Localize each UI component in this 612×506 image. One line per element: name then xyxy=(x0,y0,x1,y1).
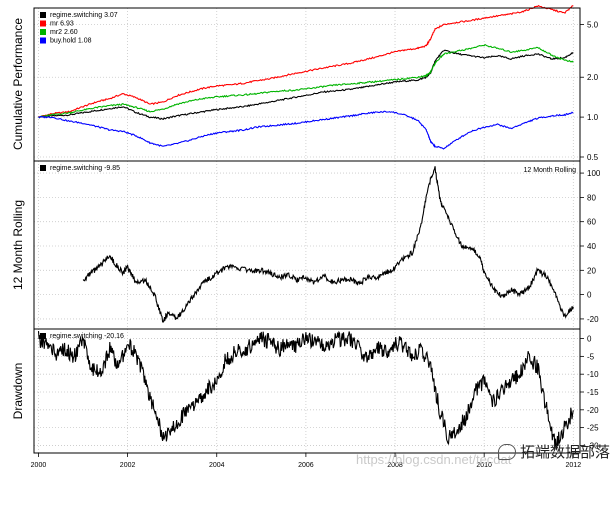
legend-swatch xyxy=(40,37,46,44)
y-tick-label: 2.0 xyxy=(587,73,599,82)
y-tick-label: -5 xyxy=(587,352,595,361)
x-tick-label: 2004 xyxy=(209,462,225,469)
series-line-0 xyxy=(37,330,574,450)
series-line-3 xyxy=(38,110,574,150)
y-tick-label: -20 xyxy=(587,315,599,324)
y-tick-label: 0 xyxy=(587,335,592,344)
legend-swatch xyxy=(40,20,46,27)
logo-text: 拓端数据部落 xyxy=(520,443,611,461)
rolling-panel: -20 0 20 40 60 80 100 12 Month Rolling regime.sw… xyxy=(11,160,601,330)
performance-panel: 0.5 1.0 2.0 5.0 Cumulative Performance regime… xyxy=(11,4,599,162)
y-tick-label: 0.5 xyxy=(587,153,599,162)
legend-entry: buy.hold 1.08 xyxy=(50,38,92,45)
x-tick-label: 2000 xyxy=(31,462,47,469)
y-tick-label: 60 xyxy=(587,218,596,227)
y-axis-label: Drawdown xyxy=(11,363,25,420)
logo: 拓端数据部落 xyxy=(498,441,610,462)
legend-swatch xyxy=(40,333,46,339)
series-line-1 xyxy=(38,4,574,118)
series-line-0 xyxy=(82,166,574,323)
panel-frame xyxy=(33,7,581,162)
x-tick-label: 2002 xyxy=(120,462,136,469)
legend-entry: regime.switching -9.85 xyxy=(50,165,120,172)
legend-entry: regime.switching -20.16 xyxy=(50,333,124,340)
legend-swatch xyxy=(40,29,46,35)
y-tick-label: -30 xyxy=(587,441,599,450)
chat-bubble-icon xyxy=(498,443,516,460)
y-tick-label: -20 xyxy=(587,406,599,415)
y-tick-label: -25 xyxy=(587,424,599,433)
y-tick-label: 20 xyxy=(587,266,596,275)
y-tick-label: 80 xyxy=(587,193,596,202)
legend-entry: regime.switching 3.07 xyxy=(50,12,118,19)
y-axis-label: Cumulative Performance xyxy=(11,18,25,150)
x-tick-label: 2008 xyxy=(387,462,403,469)
x-tick-label: 2006 xyxy=(298,462,314,469)
panel-annotation: 12 Month Rolling xyxy=(523,167,576,174)
y-tick-label: -10 xyxy=(587,370,599,379)
legend-swatch xyxy=(40,165,46,171)
x-tick-label: 2010 xyxy=(476,462,492,469)
panel-frame xyxy=(33,160,581,330)
legend-entry: mr2 2.60 xyxy=(50,29,78,36)
y-tick-label: 100 xyxy=(587,169,601,178)
x-tick-label: 2012 xyxy=(566,462,582,469)
y-tick-label: 1.0 xyxy=(587,113,599,122)
legend-entry: mr 6.93 xyxy=(50,21,74,28)
y-tick-label: 5.0 xyxy=(587,20,599,29)
series-line-2 xyxy=(38,43,574,119)
series-line-0 xyxy=(38,49,574,120)
y-axis-label: 12 Month Rolling xyxy=(11,200,25,290)
watermark-text: https://blog.csdn.net/tecdat xyxy=(356,452,512,467)
panel-frame xyxy=(33,328,581,454)
x-axis: 2000 2002 2004 2006 2008 2010 2012 xyxy=(31,453,582,469)
drawdown-panel: 0 -5 -10 -15 -20 -25 -30 Drawdown regime.switchi… xyxy=(11,328,599,454)
y-tick-label: 40 xyxy=(587,242,596,251)
y-tick-label: -15 xyxy=(587,388,599,397)
y-tick-label: 0 xyxy=(587,291,592,300)
legend-swatch xyxy=(40,12,46,18)
